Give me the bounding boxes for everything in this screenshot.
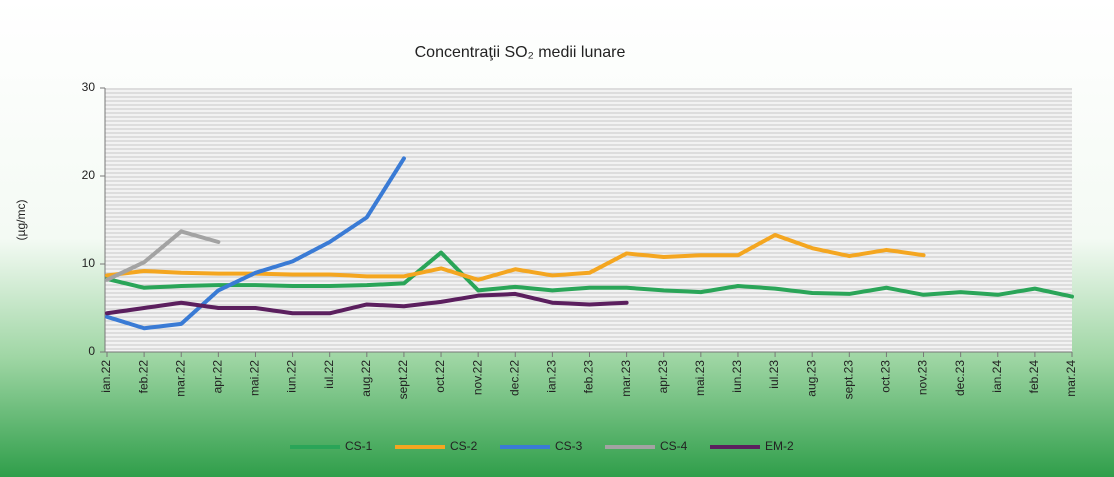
series-line: [105, 232, 926, 282]
plot-area: [105, 88, 1072, 352]
x-tick-label: nov.22: [470, 360, 484, 395]
x-tick-label: mar.24: [1064, 360, 1078, 397]
x-tick-label: mai.23: [693, 360, 707, 396]
x-tick-label: feb.24: [1027, 360, 1041, 394]
x-tick-label: dec.23: [953, 360, 967, 396]
x-tick-label: iun.22: [285, 360, 299, 393]
y-tick-label: 0: [88, 344, 95, 358]
y-axis-label: (µg/mc): [14, 200, 28, 241]
x-tick-label: feb.23: [582, 360, 596, 394]
x-tick-label: ian.23: [545, 360, 559, 393]
x-tick-label: aug.22: [359, 360, 373, 397]
legend-label: CS-3: [555, 439, 583, 453]
legend-label: CS-1: [345, 439, 373, 453]
legend-label: CS-4: [660, 439, 688, 453]
x-tick-label: apr.23: [656, 360, 670, 394]
x-tick-label: sept.22: [396, 360, 410, 400]
x-tick-label: mar.22: [173, 360, 187, 397]
series-line: [105, 229, 221, 282]
legend-label: EM-2: [765, 439, 794, 453]
x-tick-label: iul.22: [322, 360, 336, 389]
x-tick-label: oct.22: [433, 360, 447, 393]
x-tick-label: mai.22: [248, 360, 262, 396]
legend-label: CS-2: [450, 439, 478, 453]
series-line: [105, 291, 629, 316]
series-line: [105, 250, 1074, 299]
y-tick-label: 20: [82, 168, 96, 182]
x-tick-label: iun.23: [730, 360, 744, 393]
x-tick-label: feb.22: [136, 360, 150, 394]
x-tick-label: sept.23: [841, 360, 855, 400]
y-tick-label: 10: [82, 256, 96, 270]
x-tick-label: ian.22: [99, 360, 113, 393]
x-tick-label: ian.24: [990, 360, 1004, 393]
x-tick-label: mar.23: [619, 360, 633, 397]
series-line: [105, 156, 406, 331]
x-tick-label: aug.23: [804, 360, 818, 397]
x-tick-label: apr.22: [211, 360, 225, 394]
y-tick-label: 30: [82, 80, 96, 94]
x-tick-label: dec.22: [507, 360, 521, 396]
chart-title: Concentraţii SO₂ medii lunare: [415, 44, 626, 61]
x-tick-label: nov.23: [916, 360, 930, 395]
x-tick-label: oct.23: [879, 360, 893, 393]
x-tick-label: iul.23: [767, 360, 781, 389]
